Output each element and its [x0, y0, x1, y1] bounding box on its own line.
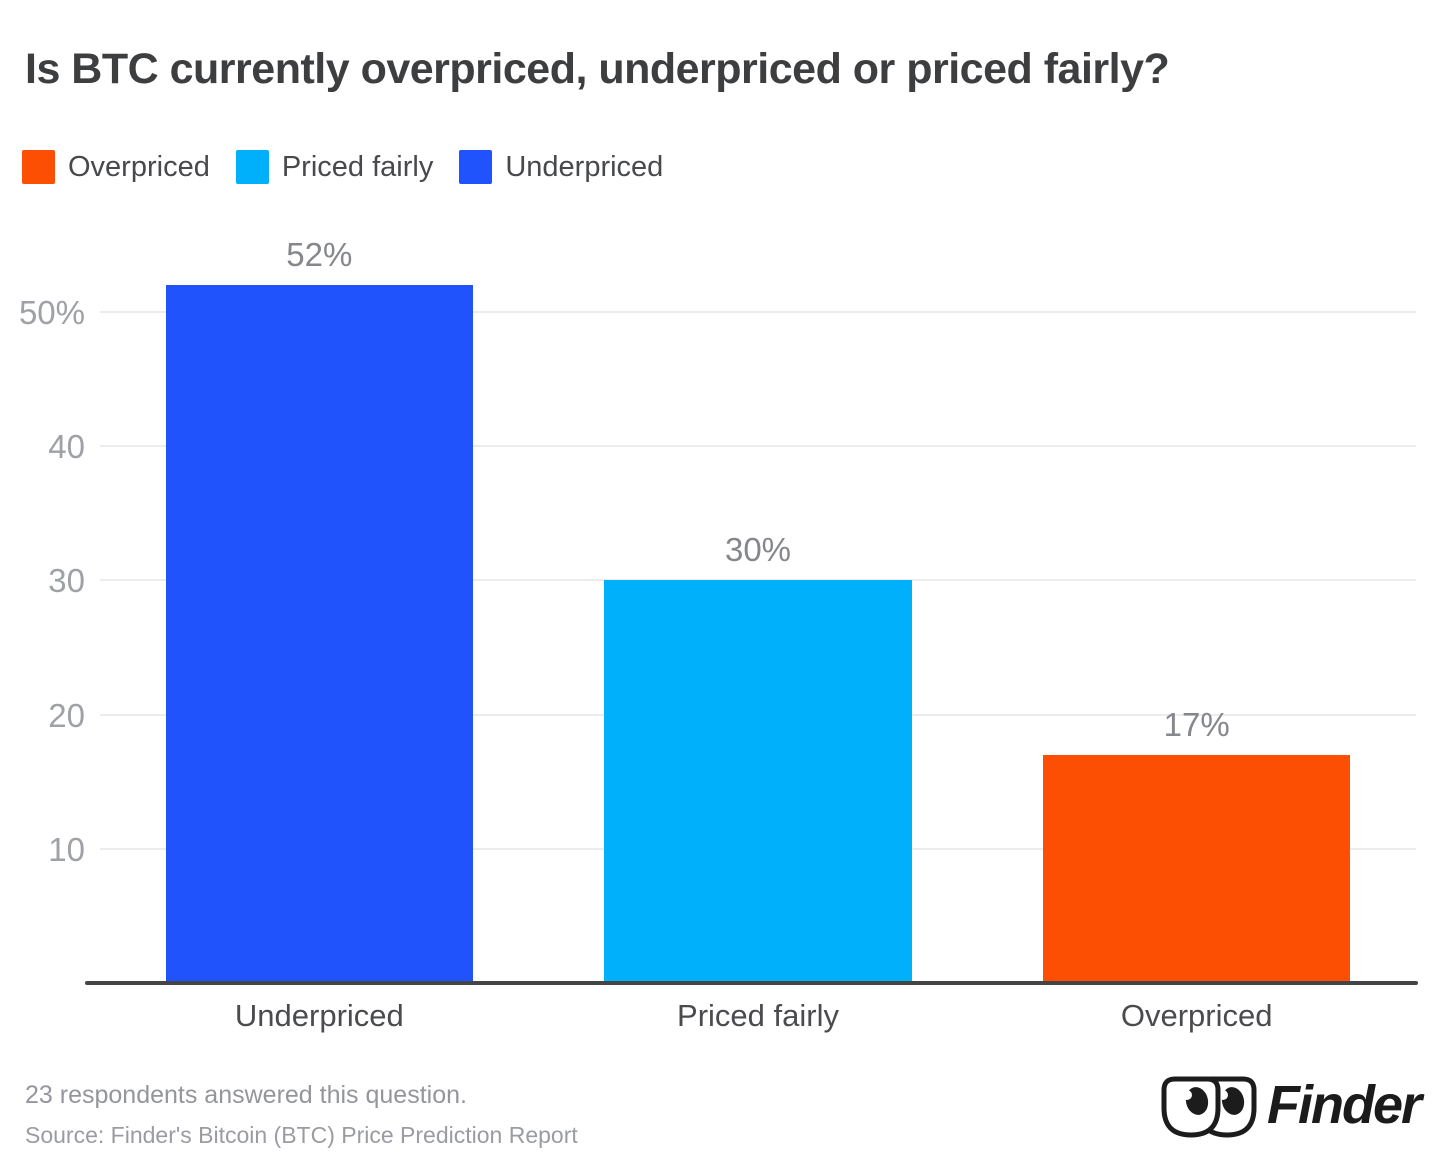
bar-column: 52%	[100, 238, 539, 983]
y-axis-labels: 10 20 30 40 50%	[0, 250, 85, 983]
legend-swatch-priced-fairly	[235, 150, 269, 184]
x-axis-label: Priced fairly	[677, 998, 839, 1033]
bars: 52% 30% 17%	[100, 238, 1416, 983]
legend-item-priced-fairly: Priced fairly	[235, 150, 434, 184]
respondents-note: 23 respondents answered this question.	[25, 1081, 467, 1109]
y-tick-label: 20	[48, 696, 85, 734]
y-tick-label: 40	[48, 428, 85, 466]
finder-logo-text: Finder	[1266, 1075, 1422, 1135]
x-axis-line	[85, 981, 1418, 985]
bar-column: 30%	[539, 250, 978, 983]
bar-column: 17%	[977, 250, 1416, 983]
bar-value-label: 52%	[286, 235, 353, 273]
y-tick-label: 10	[48, 830, 85, 868]
bar-value-label: 17%	[1163, 705, 1230, 743]
bar-overpriced	[1043, 754, 1351, 983]
legend-item-underpriced: Underpriced	[459, 150, 663, 184]
x-axis-label: Overpriced	[1120, 998, 1273, 1033]
bar-value-label: 30%	[724, 531, 792, 569]
legend-label: Priced fairly	[281, 150, 434, 183]
legend-swatch-overpriced	[22, 150, 55, 184]
y-tick-label: 30	[48, 562, 85, 600]
legend-swatch-underpriced	[459, 150, 493, 184]
legend-label: Overpriced	[68, 150, 210, 183]
bar-priced-fairly	[604, 580, 912, 983]
chart-title: Is BTC currently overpriced, underpriced…	[25, 44, 1170, 93]
x-axis-labels: Underpriced Priced fairly Overpriced	[100, 998, 1416, 1034]
finder-logo: Finder	[1159, 1068, 1422, 1142]
legend-item-overpriced: Overpriced	[22, 150, 210, 184]
gridline	[100, 445, 1416, 448]
legend: Overpriced Priced fairly Underpriced	[22, 150, 663, 184]
legend-label: Underpriced	[505, 150, 664, 183]
plot-area: 52% 30% 17%	[100, 238, 1416, 983]
bar-underpriced	[165, 284, 473, 983]
y-tick-label: 50%	[18, 293, 85, 331]
gridline	[100, 310, 1416, 313]
x-axis-label: Underpriced	[234, 998, 404, 1033]
finder-goggles-icon	[1161, 1076, 1257, 1138]
source-note: Source: Finder's Bitcoin (BTC) Price Pre…	[25, 1122, 578, 1148]
